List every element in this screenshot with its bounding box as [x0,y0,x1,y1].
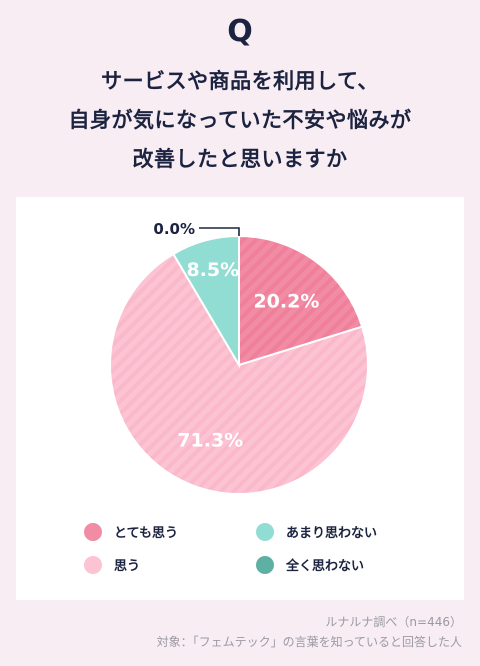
question-title: サービスや商品を利用して、 自身が気になっていた不安や悩みが 改善したと思います… [0,62,480,179]
label-mattaku-omowanai: 0.0% [153,220,195,238]
slice-omou [109,252,369,495]
label-omou: 71.3% [177,430,243,452]
legend-swatch [256,555,274,574]
legend-item-mattaku-omowanai: 全く思わない [256,555,364,574]
label-totemo-omou: 20.2% [253,291,319,313]
slice-totemo-omou [238,234,364,367]
leader-line-mattaku-omowanai [199,227,240,236]
label-amari-omowanai: 8.5% [186,259,239,281]
legend-item-amari-omowanai: あまり思わない [256,522,377,541]
chart-card: 20.2% 71.3% 8.5% 0.0% とても思う あまり思わない 思う 全く思わ… [16,197,464,600]
legend-item-totemo-omou: とても思う [84,522,178,541]
legend-label: あまり思わない [286,526,378,541]
question-line-1: サービスや商品を利用して、 [101,69,379,93]
legend-swatch [84,555,102,574]
legend-item-omou: 思う [84,555,140,574]
legend-label: 思う [114,559,141,574]
legend-label: とても思う [114,526,178,541]
source-text: ルナルナ調べ（n=446） [325,615,462,629]
source-note: ルナルナ調べ（n=446） 対象：「フェムテック」の言葉を知っていると回答した人 [157,612,462,652]
question-line-3: 改善したと思いますか [132,147,348,171]
legend-swatch [256,522,274,541]
question-line-2: 自身が気になっていた不安や悩みが [68,108,412,132]
legend-label: 全く思わない [286,559,365,574]
q-mark: Q [227,14,253,49]
slice-amari-omowanai [171,234,240,369]
pie-chart: 20.2% 71.3% 8.5% 0.0% [109,220,369,495]
target-text: 対象：「フェムテック」の言葉を知っていると回答した人 [156,635,462,649]
legend-swatch [84,522,102,541]
